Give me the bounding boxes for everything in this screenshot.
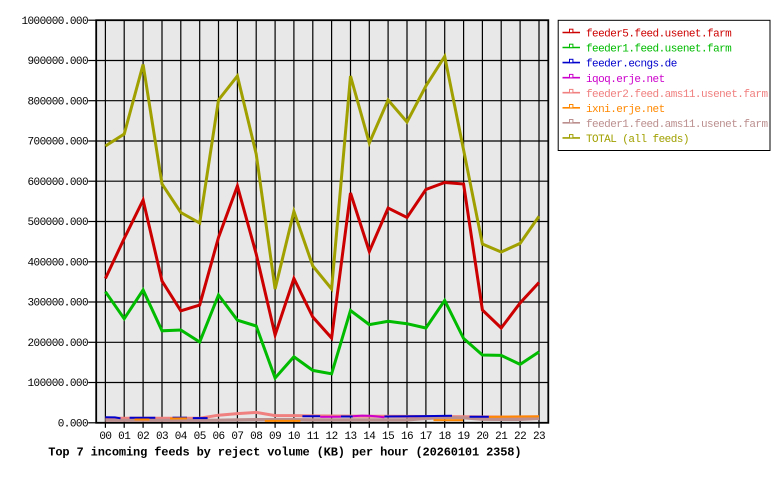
svg-text:ixni.erje.net: ixni.erje.net <box>586 104 665 116</box>
svg-text:20: 20 <box>476 431 488 443</box>
svg-text:iqoq.erje.net: iqoq.erje.net <box>586 74 665 86</box>
svg-text:17: 17 <box>420 431 432 443</box>
svg-text:900000.000: 900000.000 <box>27 56 88 68</box>
svg-text:21: 21 <box>495 431 508 443</box>
svg-text:07: 07 <box>231 431 243 443</box>
svg-text:0.000: 0.000 <box>58 419 88 431</box>
svg-text:800000.000: 800000.000 <box>27 96 88 108</box>
svg-text:01: 01 <box>118 431 131 443</box>
svg-text:100000.000: 100000.000 <box>27 378 88 390</box>
svg-text:400000.000: 400000.000 <box>27 258 88 270</box>
svg-text:feeder1.feed.ams11.usenet.farm: feeder1.feed.ams11.usenet.farm <box>586 119 768 131</box>
svg-text:500000.000: 500000.000 <box>27 217 88 229</box>
svg-text:02: 02 <box>137 431 149 443</box>
svg-text:feeder.ecngs.de: feeder.ecngs.de <box>586 59 677 71</box>
svg-text:05: 05 <box>194 431 206 443</box>
svg-text:300000.000: 300000.000 <box>27 298 88 310</box>
svg-text:13: 13 <box>344 431 356 443</box>
svg-text:11: 11 <box>307 431 320 443</box>
svg-text:200000.000: 200000.000 <box>27 338 88 350</box>
svg-text:feeder1.feed.usenet.farm: feeder1.feed.usenet.farm <box>586 44 732 56</box>
svg-text:1000000.000: 1000000.000 <box>21 16 88 28</box>
svg-text:15: 15 <box>382 431 394 443</box>
svg-text:23: 23 <box>533 431 545 443</box>
svg-text:09: 09 <box>269 431 281 443</box>
svg-text:19: 19 <box>458 431 470 443</box>
svg-text:10: 10 <box>288 431 300 443</box>
svg-text:16: 16 <box>401 431 413 443</box>
svg-text:22: 22 <box>514 431 526 443</box>
svg-text:700000.000: 700000.000 <box>27 137 88 149</box>
svg-text:600000.000: 600000.000 <box>27 177 88 189</box>
svg-text:Top 7 incoming feeds by reject: Top 7 incoming feeds by reject volume (K… <box>48 445 521 459</box>
svg-text:08: 08 <box>250 431 262 443</box>
svg-text:12: 12 <box>326 431 338 443</box>
svg-text:00: 00 <box>99 431 111 443</box>
svg-text:feeder5.feed.usenet.farm: feeder5.feed.usenet.farm <box>586 29 732 41</box>
svg-text:TOTAL (all feeds): TOTAL (all feeds) <box>586 134 689 146</box>
svg-text:06: 06 <box>212 431 224 443</box>
svg-text:03: 03 <box>156 431 168 443</box>
svg-text:feeder2.feed.ams11.usenet.farm: feeder2.feed.ams11.usenet.farm <box>586 89 768 101</box>
svg-text:14: 14 <box>363 431 376 443</box>
svg-text:04: 04 <box>175 431 188 443</box>
svg-text:18: 18 <box>439 431 451 443</box>
